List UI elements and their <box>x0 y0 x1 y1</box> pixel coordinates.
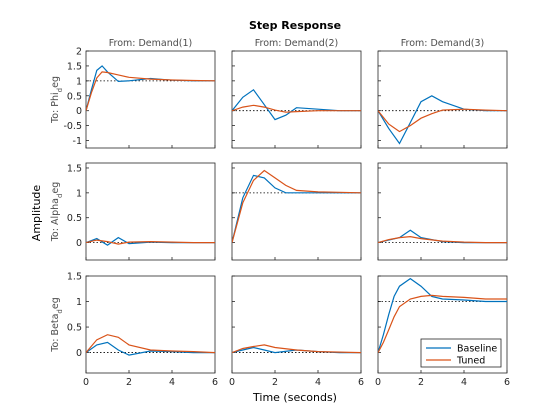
row-label: To: Betadeg <box>50 297 64 352</box>
subplot-frame <box>231 50 362 149</box>
series-tuned-line <box>378 235 507 244</box>
y-tick-label: 1.5 <box>67 272 82 283</box>
y-tick-label: 1.5 <box>67 61 82 72</box>
x-tick-label: 2 <box>418 377 424 388</box>
series-tuned-line <box>378 108 507 133</box>
series-tuned-line <box>86 239 215 245</box>
series-tuned-line <box>232 344 361 354</box>
y-axis-label: Amplitude <box>30 185 43 242</box>
series-tuned-line <box>232 104 361 113</box>
x-tick-label: 6 <box>358 377 364 388</box>
subplot-frame <box>85 162 216 261</box>
x-tick-label: 0 <box>83 377 89 388</box>
y-tick-label: 0 <box>76 106 82 117</box>
row-label: To: Phideg <box>50 76 64 124</box>
y-tick-label: 1 <box>76 188 82 199</box>
x-tick-label: 2 <box>126 377 132 388</box>
y-tick-label: 0 <box>76 238 82 249</box>
y-tick-label: 1 <box>76 76 82 87</box>
subplot-r2-c2: 0 2 4 6 <box>375 275 510 388</box>
subplot-r0-c1 <box>231 50 362 149</box>
x-tick-label: 4 <box>315 377 321 388</box>
series-tuned-line <box>232 169 361 243</box>
series-tuned-line <box>86 71 215 111</box>
subplot-frame <box>377 162 508 261</box>
subplot-grid: From: Demand(1) From: Demand(2) From: Dema… <box>50 38 510 388</box>
subplot-frame <box>377 50 508 149</box>
subplot-r1-c0: 0 0.5 1 1.5 <box>67 162 216 261</box>
y-tick-label: 0.5 <box>67 323 82 334</box>
subplot-frame <box>85 275 216 374</box>
subplot-r0-c0: -1 -0.5 0 0.5 1 1.5 2 <box>63 47 216 149</box>
row-label: To: Alphadeg <box>50 182 64 243</box>
y-tick-label: 2 <box>76 47 82 58</box>
legend-box <box>420 338 502 368</box>
subplot-r2-c0: 0 0.5 1 1.5 0 2 4 6 <box>67 272 218 389</box>
x-tick-label: 4 <box>461 377 467 388</box>
chart-title: Step Response <box>249 19 341 32</box>
subplot-r1-c2 <box>377 162 508 261</box>
x-tick-label: 6 <box>212 377 218 388</box>
column-label: From: Demand(2) <box>255 38 339 49</box>
series-baseline-line <box>378 277 507 353</box>
series-tuned-line <box>378 294 507 353</box>
y-tick-label: 0.5 <box>67 91 82 102</box>
series-baseline-line <box>232 174 361 243</box>
subplot-frame <box>231 275 362 374</box>
y-tick-label: -1 <box>73 136 82 147</box>
legend-label-tuned: Tuned <box>456 356 485 367</box>
x-tick-label: 4 <box>169 377 175 388</box>
subplot-frame <box>85 50 216 149</box>
x-tick-label: 2 <box>272 377 278 388</box>
column-label: From: Demand(1) <box>109 38 193 49</box>
column-label: From: Demand(3) <box>401 38 485 49</box>
x-tick-label: 6 <box>504 377 510 388</box>
y-tick-label: 1 <box>76 297 82 308</box>
subplot-frame <box>231 162 362 261</box>
y-tick-label: 0 <box>76 348 82 359</box>
subplot-r1-c1 <box>231 162 362 261</box>
series-baseline-line <box>232 88 361 121</box>
x-axis-label: Time (seconds) <box>252 391 337 404</box>
subplot-r2-c1: 0 2 4 6 <box>229 275 364 388</box>
x-tick-label: 0 <box>229 377 235 388</box>
y-tick-label: 0.5 <box>67 213 82 224</box>
series-tuned-line <box>86 334 215 354</box>
series-baseline-line <box>86 341 215 356</box>
y-tick-label: 1.5 <box>67 163 82 174</box>
legend-label-baseline: Baseline <box>457 344 497 355</box>
subplot-r0-c2 <box>377 50 508 149</box>
x-tick-label: 0 <box>375 377 381 388</box>
y-tick-label: -0.5 <box>63 121 82 132</box>
